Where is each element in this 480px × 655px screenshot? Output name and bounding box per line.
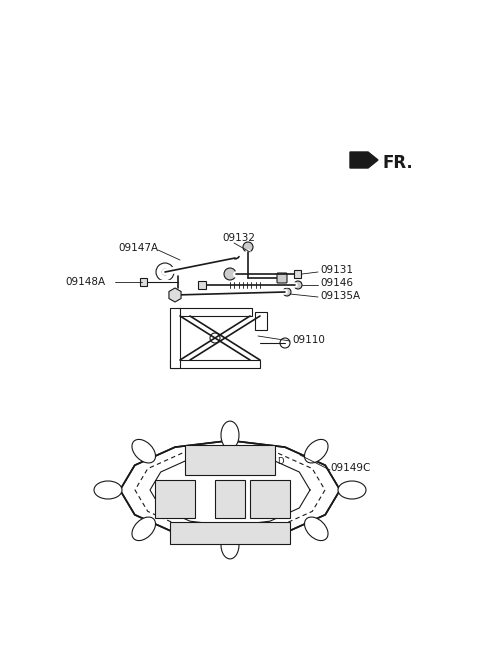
Text: 09148A: 09148A xyxy=(65,277,105,287)
FancyBboxPatch shape xyxy=(255,312,267,330)
Ellipse shape xyxy=(221,531,239,559)
FancyBboxPatch shape xyxy=(178,308,252,316)
Circle shape xyxy=(162,269,168,275)
FancyBboxPatch shape xyxy=(294,270,301,278)
Text: 09131: 09131 xyxy=(320,265,353,275)
Circle shape xyxy=(294,281,302,289)
Polygon shape xyxy=(169,288,181,302)
Circle shape xyxy=(280,338,290,348)
Text: 09135A: 09135A xyxy=(320,291,360,301)
Polygon shape xyxy=(350,152,378,168)
Circle shape xyxy=(243,242,253,252)
Circle shape xyxy=(210,333,220,343)
FancyBboxPatch shape xyxy=(170,522,290,544)
FancyBboxPatch shape xyxy=(185,445,275,475)
Circle shape xyxy=(283,288,291,296)
FancyBboxPatch shape xyxy=(140,278,147,286)
Circle shape xyxy=(224,268,236,280)
Ellipse shape xyxy=(132,517,156,540)
FancyBboxPatch shape xyxy=(198,281,206,289)
Ellipse shape xyxy=(132,440,156,463)
Ellipse shape xyxy=(94,481,122,499)
Ellipse shape xyxy=(221,421,239,449)
Text: 09132: 09132 xyxy=(222,233,255,243)
FancyBboxPatch shape xyxy=(155,480,195,518)
Text: 09146: 09146 xyxy=(320,278,353,288)
Text: 09149C: 09149C xyxy=(330,463,371,473)
FancyBboxPatch shape xyxy=(170,360,260,368)
Text: 09147A: 09147A xyxy=(118,243,158,253)
FancyBboxPatch shape xyxy=(215,480,245,518)
FancyBboxPatch shape xyxy=(250,480,290,518)
Ellipse shape xyxy=(338,481,366,499)
Polygon shape xyxy=(120,441,340,540)
Text: D: D xyxy=(277,457,283,466)
FancyBboxPatch shape xyxy=(170,308,180,368)
Text: 09110: 09110 xyxy=(292,335,325,345)
Ellipse shape xyxy=(304,440,328,463)
Ellipse shape xyxy=(304,517,328,540)
Text: FR.: FR. xyxy=(382,154,413,172)
Circle shape xyxy=(156,263,174,281)
FancyBboxPatch shape xyxy=(277,273,287,283)
